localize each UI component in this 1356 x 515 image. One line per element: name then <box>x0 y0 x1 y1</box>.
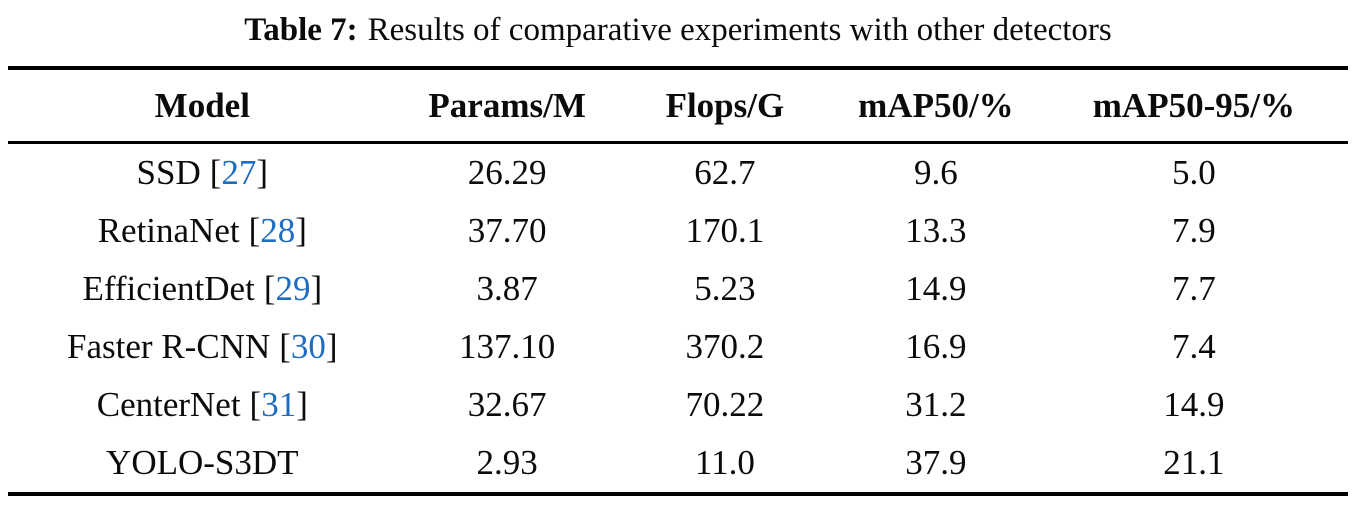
value-cell: 13.3 <box>905 211 967 250</box>
column-header-params: Params/M <box>396 68 618 144</box>
value-cell: 137.10 <box>459 327 556 366</box>
value-cell: 370.2 <box>685 327 765 366</box>
citation: [28] <box>249 211 307 250</box>
column-header-flops: Flops/G <box>617 68 833 144</box>
table-row: YOLO-S3DT 2.93 11.0 37.9 21.1 <box>8 434 1348 494</box>
citation: [27] <box>210 153 268 192</box>
value-cell: 2.93 <box>476 443 538 482</box>
citation: [31] <box>250 385 308 424</box>
model-name: Faster R-CNN <box>67 327 271 366</box>
citation-link[interactable]: 27 <box>221 153 257 192</box>
table-row: EfficientDet [29] 3.87 5.23 14.9 7.7 <box>8 260 1348 318</box>
model-name: RetinaNet <box>97 211 240 250</box>
model-name: EfficientDet <box>82 269 255 308</box>
model-cell: YOLO-S3DT <box>8 434 397 494</box>
citation-link[interactable]: 29 <box>275 269 311 308</box>
table-header: Model Params/M Flops/G mAP50/% mAP50-95/… <box>8 68 1348 144</box>
model-name: SSD <box>136 153 201 192</box>
citation-link[interactable]: 31 <box>261 385 297 424</box>
value-cell: 170.1 <box>685 211 765 250</box>
value-cell: 5.0 <box>1172 153 1216 192</box>
header-row: Model Params/M Flops/G mAP50/% mAP50-95/… <box>8 68 1348 144</box>
table-caption-label: Table 7: <box>244 12 358 48</box>
citation-close-bracket: ] <box>325 327 338 366</box>
table-row: RetinaNet [28] 37.70 170.1 13.3 7.9 <box>8 202 1348 260</box>
citation-open-bracket: [ <box>249 385 262 424</box>
value-cell: 14.9 <box>1163 385 1225 424</box>
value-cell: 7.7 <box>1172 269 1216 308</box>
citation: [29] <box>264 269 322 308</box>
citation: [30] <box>279 327 337 366</box>
citation-open-bracket: [ <box>263 269 276 308</box>
model-name: CenterNet <box>96 385 241 424</box>
value-cell: 37.9 <box>905 443 967 482</box>
citation-open-bracket: [ <box>209 153 222 192</box>
value-cell: 11.0 <box>694 443 755 482</box>
value-cell: 21.1 <box>1163 443 1225 482</box>
value-cell: 5.23 <box>694 269 756 308</box>
citation-close-bracket: ] <box>295 211 307 250</box>
table-row: SSD [27] 26.29 62.7 9.6 5.0 <box>8 143 1348 203</box>
value-cell: 3.87 <box>476 269 538 308</box>
column-header-map50-95: mAP50-95/% <box>1039 68 1348 144</box>
model-cell: SSD [27] <box>8 143 397 203</box>
table-caption-text: Results of comparative experiments with … <box>367 12 1112 48</box>
value-cell: 16.9 <box>905 327 967 366</box>
value-cell: 62.7 <box>694 153 756 192</box>
value-cell: 26.29 <box>467 153 547 192</box>
table-body: SSD [27] 26.29 62.7 9.6 5.0 RetinaNet [28]… <box>8 143 1348 495</box>
table-row: CenterNet [31] 32.67 70.22 31.2 14.9 <box>8 376 1348 434</box>
model-cell: RetinaNet [28] <box>8 202 397 260</box>
value-cell: 70.22 <box>685 385 765 424</box>
model-cell: CenterNet [31] <box>8 376 397 434</box>
citation-open-bracket: [ <box>279 327 291 366</box>
value-cell: 37.70 <box>467 211 547 250</box>
results-table: Model Params/M Flops/G mAP50/% mAP50-95/… <box>8 66 1348 496</box>
value-cell: 32.67 <box>467 385 547 424</box>
value-cell: 9.6 <box>914 153 958 192</box>
column-header-model: Model <box>8 68 397 144</box>
citation-close-bracket: ] <box>256 153 269 192</box>
column-header-map50: mAP50/% <box>832 68 1040 144</box>
model-cell: Faster R-CNN [30] <box>8 318 397 376</box>
model-name: YOLO-S3DT <box>106 443 299 482</box>
citation-link[interactable]: 28 <box>260 211 296 250</box>
table-caption: Table 7: Results of comparative experimen… <box>0 0 1356 54</box>
citation-close-bracket: ] <box>310 269 323 308</box>
value-cell: 7.4 <box>1172 327 1216 366</box>
citation-close-bracket: ] <box>296 385 308 424</box>
value-cell: 7.9 <box>1172 211 1216 250</box>
model-cell: EfficientDet [29] <box>8 260 397 318</box>
value-cell: 31.2 <box>905 385 967 424</box>
citation-open-bracket: [ <box>248 211 261 250</box>
citation-link[interactable]: 30 <box>290 327 326 366</box>
table-row: Faster R-CNN [30] 137.10 370.2 16.9 7.4 <box>8 318 1348 376</box>
value-cell: 14.9 <box>905 269 967 308</box>
